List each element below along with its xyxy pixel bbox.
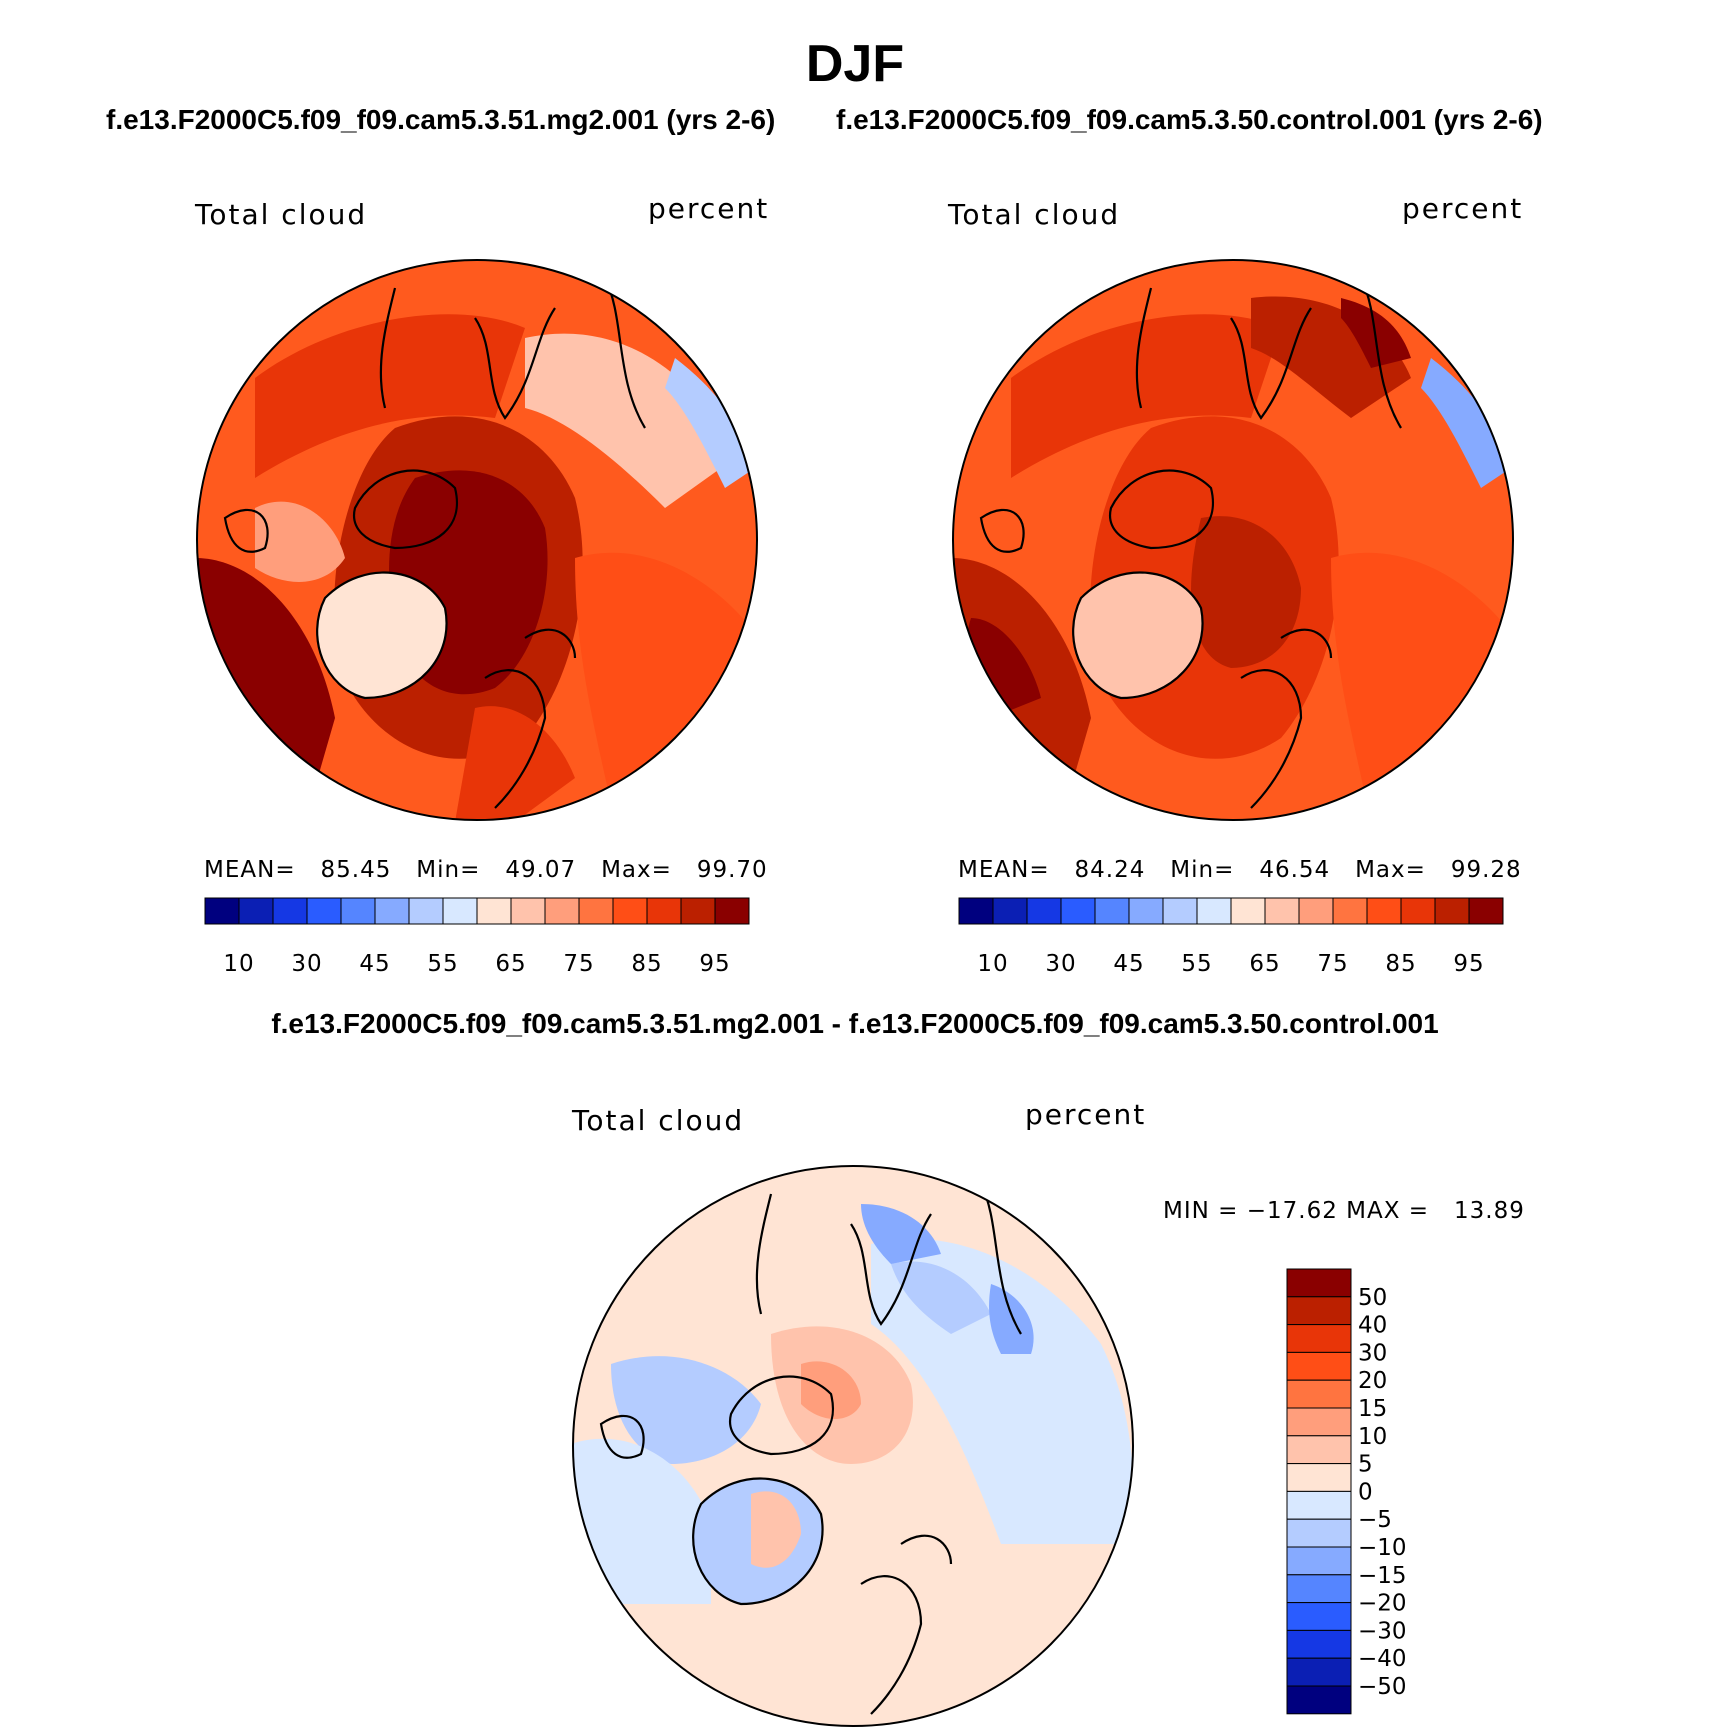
panel2-units-label: percent	[1402, 192, 1524, 225]
colorbar-difference-tick-label: −20	[1358, 1591, 1407, 1617]
colorbar-control-swatch	[1400, 897, 1436, 925]
colorbar-test-swatch	[340, 897, 376, 925]
colorbar-control-tick-label: 10	[977, 951, 1008, 977]
colorbar-control-tick-label: 45	[1113, 951, 1144, 977]
diff-stats: MIN = −17.62 MAX = 13.89	[1163, 1198, 1525, 1224]
colorbar-control-swatch	[1026, 897, 1062, 925]
colorbar-test-tick-label: 85	[631, 951, 662, 977]
difference-title: f.e13.F2000C5.f09_f09.cam5.3.51.mg2.001 …	[271, 1008, 1439, 1039]
colorbar-control-tick-label: 85	[1385, 951, 1416, 977]
colorbar-test-swatch	[510, 897, 546, 925]
colorbar-difference-swatch	[1286, 1435, 1352, 1465]
colorbar-difference-swatch	[1286, 1574, 1352, 1604]
colorbar-difference-tick-label: 40	[1358, 1313, 1387, 1339]
colorbar-control-tick-label: 75	[1317, 951, 1348, 977]
colorbar-difference-swatch	[1286, 1268, 1352, 1298]
colorbar-test-tick-label: 95	[699, 951, 730, 977]
colorbar-control-swatch	[1468, 897, 1504, 925]
colorbar-control-swatch	[1434, 897, 1470, 925]
colorbar-test-swatch	[306, 897, 342, 925]
colorbar-test-swatch	[374, 897, 410, 925]
panel1-variable-label: Total cloud	[195, 198, 368, 231]
colorbar-test-swatch	[578, 897, 614, 925]
colorbar-control-swatch	[1094, 897, 1130, 925]
colorbar-test-tick-label: 10	[223, 951, 254, 977]
colorbar-difference-tick-label: −30	[1358, 1618, 1407, 1644]
colorbar-control-swatch	[1230, 897, 1266, 925]
colorbar-test-tick-label: 55	[427, 951, 458, 977]
colorbar-control-swatch	[1264, 897, 1300, 925]
colorbar-control-swatch	[1128, 897, 1164, 925]
colorbar-difference-swatch	[1286, 1685, 1352, 1715]
colorbar-difference-swatch	[1286, 1351, 1352, 1381]
colorbar-control-swatch	[1332, 897, 1368, 925]
colorbar-difference-tick-label: −40	[1358, 1646, 1407, 1672]
colorbar-control-tick-label: 65	[1249, 951, 1280, 977]
colorbar-difference-tick-label: −50	[1358, 1674, 1407, 1700]
panel1-units-label: percent	[648, 192, 770, 225]
control-case-title: f.e13.F2000C5.f09_f09.cam5.3.50.control.…	[836, 104, 1543, 135]
colorbar-difference-swatch	[1286, 1490, 1352, 1520]
polar-map-difference	[572, 1165, 1134, 1727]
colorbar-test-swatch	[646, 897, 682, 925]
colorbar-test: 10 30 45 55 65 75 85 95	[204, 897, 750, 977]
colorbar-difference-swatch	[1286, 1379, 1352, 1409]
colorbar-control-swatch	[1196, 897, 1232, 925]
colorbar-difference-tick-label: 15	[1358, 1396, 1387, 1422]
colorbar-test-tick-label: 45	[359, 951, 390, 977]
test-case-title: f.e13.F2000C5.f09_f09.cam5.3.51.mg2.001 …	[106, 104, 776, 135]
colorbar-difference-swatch	[1286, 1657, 1352, 1687]
colorbar-test-swatch	[442, 897, 478, 925]
colorbar-difference-swatch	[1286, 1463, 1352, 1492]
colorbar-difference-swatch	[1286, 1602, 1352, 1631]
colorbar-difference-tick-label: 50	[1358, 1285, 1387, 1311]
colorbar-control-swatch	[1366, 897, 1402, 925]
panel1-stats: MEAN= 85.45 Min= 49.07 Max= 99.70	[204, 857, 768, 883]
colorbar-difference-tick-label: 30	[1358, 1340, 1387, 1366]
colorbar-test-swatch	[204, 897, 240, 925]
colorbar-difference-swatch	[1286, 1407, 1352, 1437]
colorbar-control-tick-label: 30	[1045, 951, 1076, 977]
colorbar-difference-tick-label: −15	[1358, 1563, 1407, 1589]
colorbar-difference-tick-label: 0	[1358, 1479, 1373, 1505]
colorbar-control-swatch	[1298, 897, 1334, 925]
panel2-variable-label: Total cloud	[948, 198, 1121, 231]
colorbar-control: 10 30 45 55 65 75 85 95	[958, 897, 1504, 977]
colorbar-test-tick-label: 30	[291, 951, 322, 977]
colorbar-control-swatch	[1162, 897, 1198, 925]
polar-map-test	[196, 259, 758, 821]
colorbar-test-swatch	[238, 897, 274, 925]
colorbar-test-tick-label: 75	[563, 951, 594, 977]
colorbar-difference-tick-label: 20	[1358, 1368, 1387, 1394]
colorbar-difference-tick-label: −5	[1358, 1507, 1392, 1533]
colorbar-control-tick-label: 95	[1453, 951, 1484, 977]
colorbar-difference-swatch	[1286, 1518, 1352, 1548]
polar-map-control	[952, 259, 1514, 821]
colorbar-test-swatch	[476, 897, 512, 925]
colorbar-control-tick-label: 55	[1181, 951, 1212, 977]
colorbar-test-swatch	[272, 897, 308, 925]
panel2-stats: MEAN= 84.24 Min= 46.54 Max= 99.28	[958, 857, 1522, 883]
colorbar-difference-tick-label: 5	[1358, 1452, 1373, 1478]
diff-units-label: percent	[1025, 1098, 1147, 1131]
diff-variable-label: Total cloud	[572, 1104, 745, 1137]
colorbar-test-swatch	[714, 897, 750, 925]
colorbar-difference-tick-label: 10	[1358, 1424, 1387, 1450]
colorbar-control-swatch	[992, 897, 1028, 925]
colorbar-control-swatch	[1060, 897, 1096, 925]
colorbar-test-tick-label: 65	[495, 951, 526, 977]
colorbar-difference-swatch	[1286, 1324, 1352, 1353]
colorbar-test-swatch	[612, 897, 648, 925]
colorbar-test-swatch	[680, 897, 716, 925]
colorbar-difference-swatch	[1286, 1629, 1352, 1659]
colorbar-test-swatch	[408, 897, 444, 925]
colorbar-difference-swatch	[1286, 1296, 1352, 1326]
colorbar-test-swatch	[544, 897, 580, 925]
colorbar-difference-swatch	[1286, 1546, 1352, 1576]
figure-title: DJF	[805, 35, 905, 93]
colorbar-control-swatch	[958, 897, 994, 925]
colorbar-difference-tick-label: −10	[1358, 1535, 1407, 1561]
